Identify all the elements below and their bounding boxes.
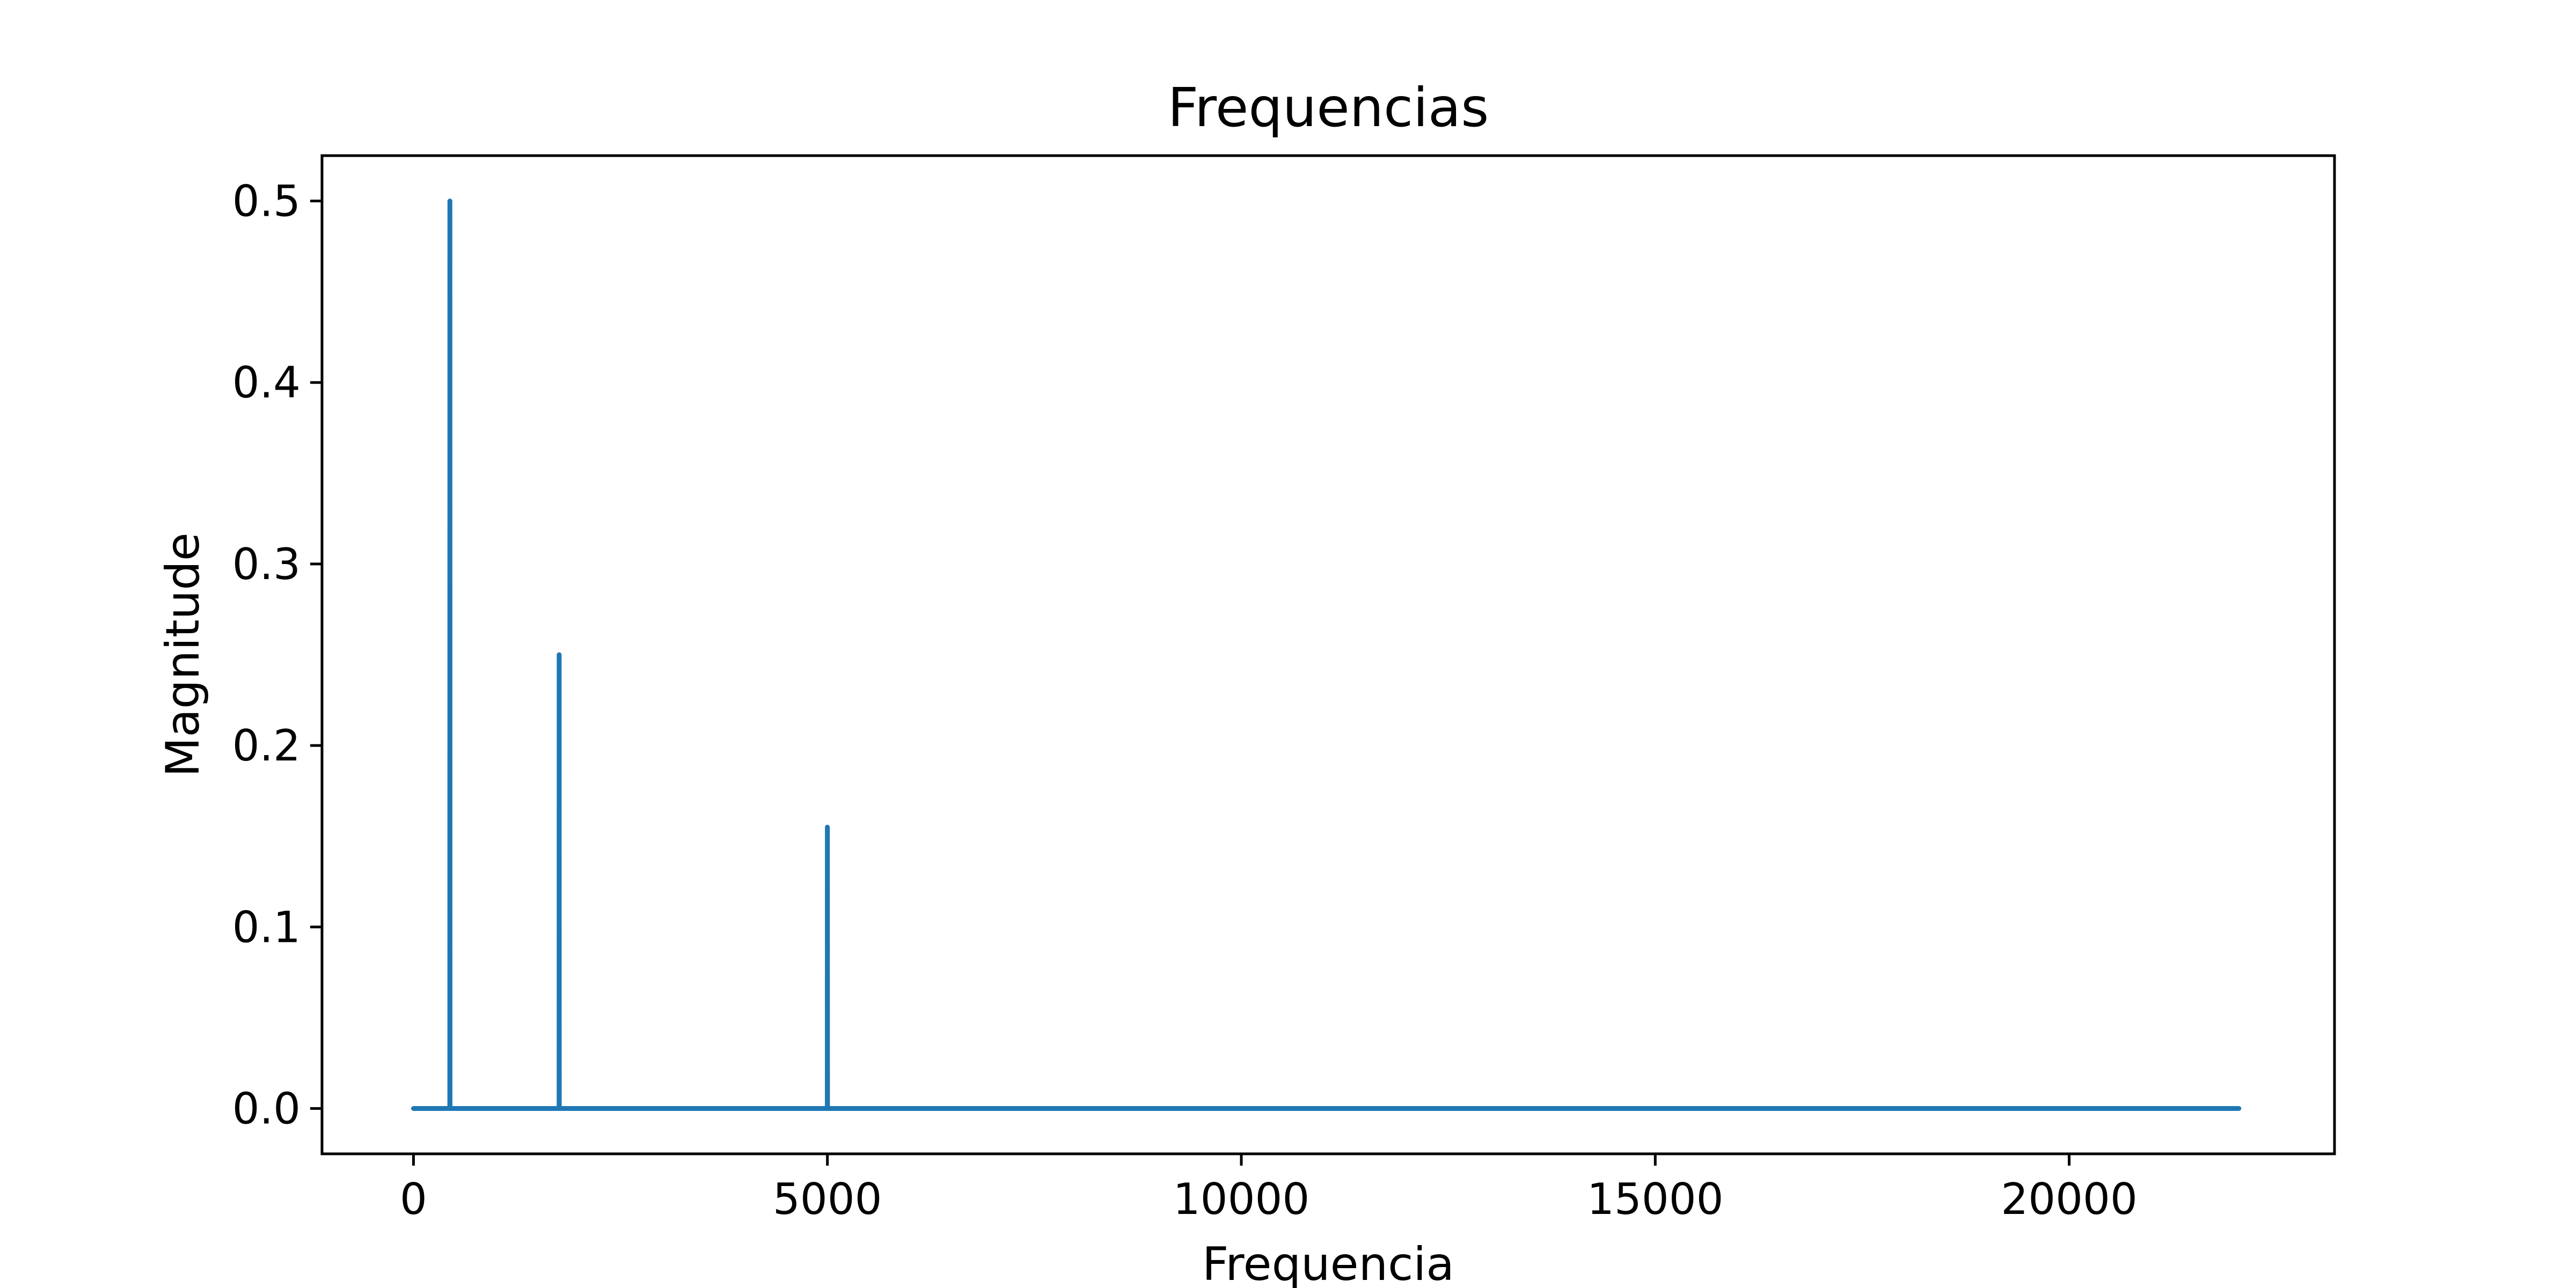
x-axis-ticks: 0 5000 10000 15000 20000 <box>400 1154 2138 1224</box>
y-tick-label: 0.1 <box>232 902 301 952</box>
series-layer <box>411 199 2242 1111</box>
axes-frame <box>320 154 2336 1155</box>
chart-title: Frequencias <box>1168 76 1489 139</box>
series-line-0 <box>411 199 2242 1111</box>
y-tick-label: 0.2 <box>232 721 301 771</box>
x-tick-label: 20000 <box>2001 1174 2138 1224</box>
y-tick-label: 0.0 <box>232 1084 301 1133</box>
x-tick-label: 15000 <box>1587 1174 1724 1224</box>
y-axis-ticks: 0.0 0.1 0.2 0.3 0.4 0.5 <box>232 177 322 1133</box>
y-tick-label: 0.5 <box>232 177 301 226</box>
y-tick-label: 0.4 <box>232 358 301 408</box>
x-tick-label: 5000 <box>773 1174 882 1224</box>
y-axis-label: Magnitude <box>156 532 210 777</box>
x-tick-label: 10000 <box>1173 1174 1310 1224</box>
x-tick-label: 0 <box>400 1174 427 1224</box>
y-tick-label: 0.3 <box>232 539 301 589</box>
x-axis-label: Frequencia <box>1202 1238 1454 1288</box>
plot-area <box>320 154 2336 1155</box>
